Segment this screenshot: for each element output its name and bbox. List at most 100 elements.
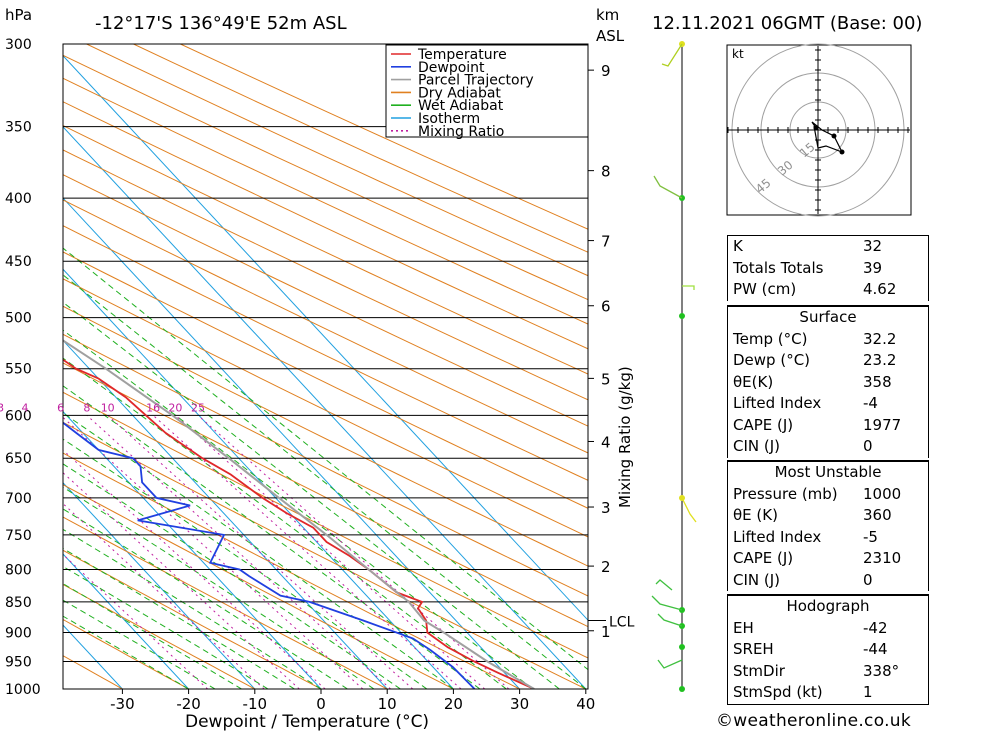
wet-adiabat-line <box>63 615 189 689</box>
dry-adiabat-line <box>63 549 322 689</box>
row-label: Lifted Index <box>733 394 822 412</box>
wet-adiabat-line <box>63 508 348 689</box>
x-tick-label: 10 <box>378 695 397 713</box>
legend-entry: Parcel Trajectory <box>418 73 534 89</box>
pressure-tick-label: 350 <box>5 120 32 136</box>
mixing-ratio-label: 25 <box>191 401 205 414</box>
mixing-ratio-axis-title: Mixing Ratio (g/kg) <box>616 366 634 508</box>
legend-entry: Isotherm <box>418 111 480 127</box>
row-value: 0 <box>863 437 873 455</box>
row-value: -44 <box>863 640 888 658</box>
pressure-tick-label: 600 <box>5 408 32 424</box>
km-tick-label: 5 <box>601 370 611 388</box>
hodograph-point <box>831 133 837 139</box>
row-label: Pressure (mb) <box>733 484 838 503</box>
most-unstable-table: Most Unstable Pressure (mb) 1000 θE (K) 360… <box>727 460 929 591</box>
pressure-tick-label: 850 <box>5 595 32 611</box>
wind-barb <box>682 285 695 290</box>
row-value: 23.2 <box>863 351 897 369</box>
copyright-footer[interactable]: ©weatheronline.co.uk <box>716 711 912 731</box>
dry-adiabat-line <box>63 362 588 628</box>
isotherm-line <box>63 339 388 689</box>
row-label: CIN (J) <box>733 570 781 589</box>
row-value: 1000 <box>863 484 902 503</box>
indices-table: K 32 Totals Totals 39 PW (cm) 4.62 <box>727 235 929 301</box>
hodograph-point <box>839 149 845 155</box>
wind-barb <box>653 175 683 199</box>
pressure-axis: 300 350 400 450 500 550 600 650 700 750 800 850 900 9… <box>5 37 41 698</box>
mixing-ratio-label: 16 <box>146 401 160 414</box>
table-row: EH -42 <box>728 618 928 640</box>
row-label: PW (cm) <box>733 280 797 298</box>
hpa-unit-label: hPa <box>5 6 32 24</box>
x-axis-title: Dewpoint / Temperature (°C) <box>185 712 429 732</box>
table-row: K 32 <box>728 236 928 258</box>
pressure-tick-label: 300 <box>5 37 32 53</box>
pressure-tick-label: 450 <box>5 254 32 270</box>
dry-adiabat-line <box>63 305 588 567</box>
lcl-label: LCL <box>609 615 635 631</box>
row-label: SREH <box>733 640 774 658</box>
hodograph-trace <box>811 121 844 154</box>
dry-adiabat-line <box>63 77 588 325</box>
dry-adiabat-line <box>63 174 588 427</box>
pressure-tick-label: 550 <box>5 362 32 378</box>
legend-box <box>385 44 589 138</box>
pressure-tick-label: 800 <box>5 562 32 578</box>
table-row: Pressure (mb) 1000 <box>728 484 928 506</box>
dry-adiabat-line <box>63 149 588 401</box>
mixing-ratio-line <box>86 414 391 689</box>
row-value: 39 <box>863 258 883 277</box>
table-row: StmDir 338° <box>728 661 928 683</box>
x-tick-label: -20 <box>176 695 201 713</box>
legend-entry: Wet Adiabat <box>418 98 504 114</box>
x-tick-label: 20 <box>444 695 463 713</box>
dry-adiabat-line <box>86 44 588 277</box>
wet-adiabat-line <box>63 412 454 689</box>
row-label: θE(K) <box>733 372 774 391</box>
mixing-ratio-label: 10 <box>101 401 115 414</box>
isotherm-line <box>63 410 322 689</box>
row-value: -5 <box>863 527 878 546</box>
mixing-ratio-line <box>107 414 414 689</box>
pressure-tick-label: 1000 <box>5 682 41 698</box>
row-label: Dewp (°C) <box>733 351 811 369</box>
km-tick-label: 2 <box>601 558 611 576</box>
dry-adiabat-line <box>63 484 454 689</box>
table-row: PW (cm) 4.62 <box>728 279 928 301</box>
mixing-ratio-label: 4 <box>22 401 29 414</box>
parcel-trajectory-line <box>63 339 535 689</box>
row-label: EH <box>733 618 754 637</box>
wind-barb <box>661 43 683 67</box>
wind-barb <box>651 595 683 611</box>
table-row: Temp (°C) 32.2 <box>728 329 928 351</box>
dry-adiabat-line <box>63 125 588 375</box>
legend-entry: Mixing Ratio <box>418 124 504 140</box>
table-row: Lifted Index -4 <box>728 393 928 415</box>
dry-adiabat-line <box>133 44 588 253</box>
datetime-title: 12.11.2021 06GMT (Base: 00) <box>652 13 922 34</box>
wind-profile <box>651 41 697 692</box>
mixing-ratio-label: 3 <box>0 401 4 414</box>
surface-table: Surface Temp (°C) 32.2 Dewp (°C) 23.2 θE(K) 3… <box>727 305 929 458</box>
mixing-ratio-label: 20 <box>168 401 182 414</box>
row-value: 0 <box>863 570 873 589</box>
row-value: 4.62 <box>863 280 897 298</box>
row-label: Totals Totals <box>733 258 824 277</box>
wind-barb <box>657 613 683 627</box>
mixing-ratio-line <box>63 449 326 689</box>
row-value: 2310 <box>863 549 902 567</box>
mixing-ratio-label: 6 <box>57 401 64 414</box>
table-row: CAPE (J) 2310 <box>728 548 928 570</box>
wet-adiabat-line <box>63 583 242 689</box>
wind-barb <box>681 497 697 523</box>
row-value: 1 <box>863 683 873 701</box>
table-row: SREH -44 <box>728 639 928 661</box>
wind-level-dot <box>679 686 685 692</box>
mixing-ratio-line <box>63 502 265 689</box>
dry-adiabat-line <box>180 44 588 230</box>
km-unit-label: km <box>596 6 619 24</box>
wind-level-dot <box>679 313 685 319</box>
profile-lines <box>63 339 535 689</box>
